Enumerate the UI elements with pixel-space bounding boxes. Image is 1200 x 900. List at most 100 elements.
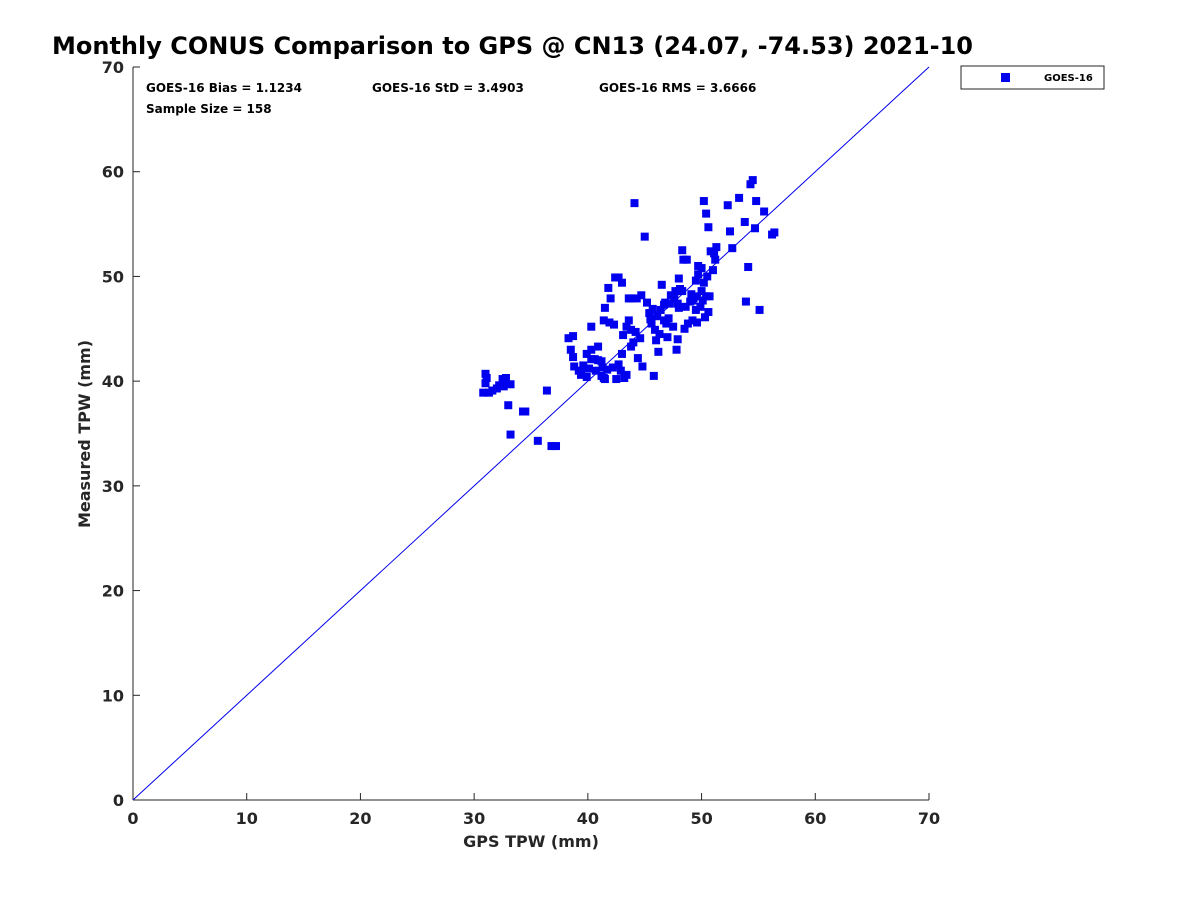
data-point <box>671 287 680 296</box>
y-axis-ticks: 0 10 20 30 40 50 60 70 <box>102 58 140 810</box>
data-point <box>617 278 626 287</box>
data-point <box>728 244 737 253</box>
data-point <box>683 319 692 328</box>
data-point <box>591 366 600 375</box>
data-point <box>629 338 638 347</box>
y-tick-label: 10 <box>102 686 124 705</box>
data-point <box>610 320 619 329</box>
y-tick-label: 60 <box>102 163 124 182</box>
data-point <box>691 276 700 285</box>
data-point <box>693 318 702 327</box>
data-point <box>616 366 625 375</box>
data-point <box>600 375 609 384</box>
data-point <box>622 370 631 379</box>
data-point <box>603 365 612 374</box>
data-point <box>664 314 673 323</box>
data-point <box>650 325 659 334</box>
data-point <box>614 360 623 369</box>
data-point <box>674 274 683 283</box>
data-point <box>674 303 683 312</box>
data-point <box>748 176 757 185</box>
data-point <box>479 388 488 397</box>
data-point <box>577 370 586 379</box>
data-point <box>564 334 573 343</box>
data-point <box>617 349 626 358</box>
data-point <box>710 249 719 258</box>
data-point <box>604 283 613 292</box>
data-point <box>703 272 712 281</box>
data-point <box>566 345 575 354</box>
data-point <box>654 347 663 356</box>
axes-frame <box>132 67 929 801</box>
data-point <box>570 362 579 371</box>
data-point <box>481 379 490 388</box>
data-point <box>746 180 755 189</box>
data-point <box>606 294 615 303</box>
legend: GOES-16 <box>960 65 1105 90</box>
data-point <box>506 380 515 389</box>
data-point <box>688 296 697 305</box>
chart-title: Monthly CONUS Comparison to GPS @ CN13 (… <box>52 32 973 60</box>
one-to-one-reference-line <box>132 66 930 801</box>
data-point <box>696 302 705 311</box>
data-point <box>642 298 651 307</box>
data-point <box>663 333 672 342</box>
data-point <box>740 217 749 226</box>
x-tick-label: 10 <box>236 809 258 828</box>
data-point <box>619 331 628 340</box>
data-point <box>726 227 734 236</box>
data-point <box>652 336 661 345</box>
data-point <box>708 266 717 275</box>
data-point <box>705 292 714 301</box>
data-point <box>624 316 633 325</box>
data-point <box>688 316 697 325</box>
data-point <box>632 294 641 303</box>
data-point <box>704 308 713 317</box>
data-point <box>656 305 665 314</box>
x-tick-label: 30 <box>463 809 485 828</box>
data-point <box>646 315 655 324</box>
rms-stat: GOES-16 RMS = 3.6666 <box>599 81 756 95</box>
data-point <box>552 442 561 451</box>
data-points <box>479 176 779 451</box>
data-point <box>488 386 497 395</box>
data-point <box>581 364 590 373</box>
data-point <box>612 375 621 384</box>
data-point <box>704 223 713 232</box>
data-point <box>700 313 709 322</box>
data-point <box>521 407 530 416</box>
data-point <box>698 296 707 305</box>
std-stat: GOES-16 StD = 3.4903 <box>372 81 524 95</box>
data-point <box>638 362 647 371</box>
data-point <box>533 436 542 445</box>
data-point <box>582 349 591 358</box>
data-point <box>594 356 603 365</box>
data-point <box>630 199 639 208</box>
data-point <box>637 291 646 300</box>
data-point <box>662 319 671 328</box>
data-point <box>499 382 508 391</box>
x-tick-label: 60 <box>804 809 826 828</box>
data-point <box>751 224 760 233</box>
data-point <box>647 319 656 328</box>
data-point <box>680 324 689 333</box>
y-tick-label: 50 <box>102 267 124 286</box>
legend-box <box>960 65 1105 90</box>
data-point <box>627 325 636 334</box>
data-point <box>600 303 609 312</box>
x-tick-label: 50 <box>690 809 712 828</box>
data-point <box>574 366 583 375</box>
data-point <box>670 294 679 303</box>
y-tick-label: 20 <box>102 582 124 601</box>
data-point <box>599 316 608 325</box>
data-point <box>495 381 504 390</box>
x-axis-ticks: 0 10 20 30 40 50 60 70 <box>127 793 940 828</box>
data-point <box>631 327 640 336</box>
data-point <box>547 442 556 451</box>
data-point <box>669 322 678 331</box>
data-point <box>699 278 708 287</box>
data-point <box>702 209 711 218</box>
legend-marker-square <box>1001 73 1010 82</box>
data-point <box>622 322 631 331</box>
